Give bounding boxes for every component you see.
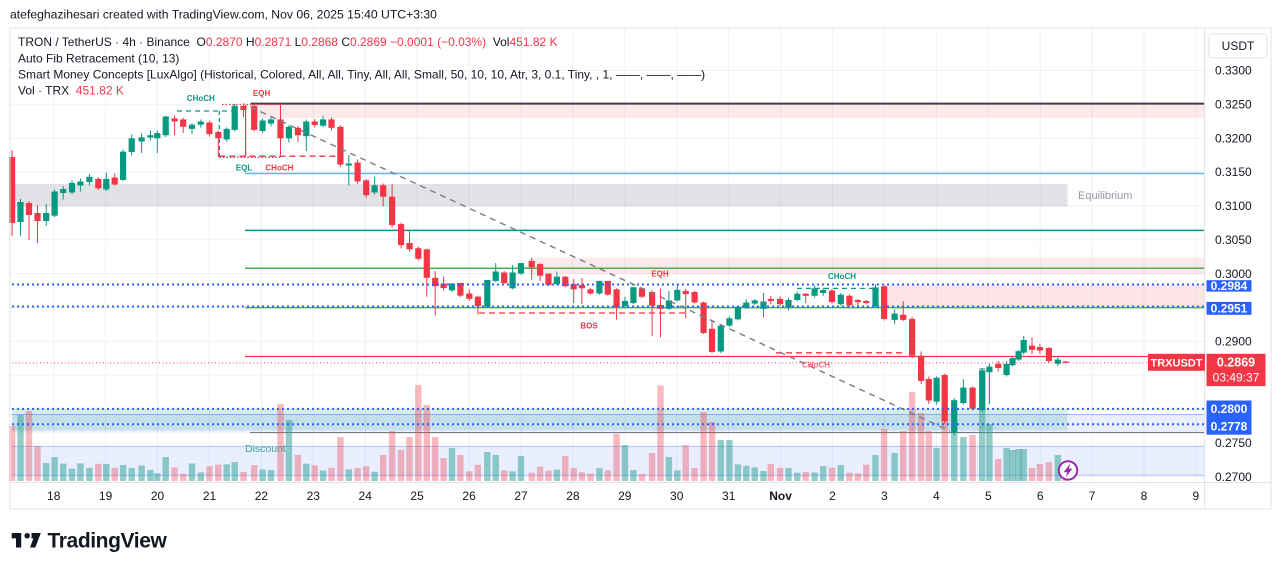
svg-text:EQL: EQL: [236, 164, 253, 173]
svg-text:TRXUSDT: TRXUSDT: [1151, 357, 1203, 369]
svg-text:21: 21: [203, 489, 217, 503]
svg-text:CHoCH: CHoCH: [802, 361, 830, 370]
svg-text:TRON / TetherUS · 4h · Binance: TRON / TetherUS · 4h · Binance O0.2870 H…: [18, 35, 558, 49]
svg-text:0.2778: 0.2778: [1211, 419, 1248, 433]
svg-text:23: 23: [307, 489, 321, 503]
svg-text:0.2700: 0.2700: [1215, 470, 1252, 484]
svg-text:29: 29: [618, 489, 632, 503]
svg-text:CHoCH: CHoCH: [828, 272, 856, 281]
svg-text:0.2900: 0.2900: [1215, 335, 1252, 349]
svg-text:6: 6: [1037, 489, 1044, 503]
svg-text:8: 8: [1141, 489, 1148, 503]
svg-text:0.3200: 0.3200: [1215, 131, 1252, 145]
svg-text:3: 3: [881, 489, 888, 503]
svg-text:0.3300: 0.3300: [1215, 64, 1252, 78]
svg-text:0.2984: 0.2984: [1211, 279, 1248, 293]
svg-text:Smart Money Concepts [LuxAlgo]: Smart Money Concepts [LuxAlgo] (Historic…: [18, 68, 705, 82]
svg-text:18: 18: [47, 489, 61, 503]
svg-text:0.3050: 0.3050: [1215, 233, 1252, 247]
svg-text:EQH: EQH: [651, 270, 669, 279]
svg-text:0.3250: 0.3250: [1215, 98, 1252, 112]
svg-text:0.2869: 0.2869: [1217, 356, 1255, 370]
svg-text:0.3150: 0.3150: [1215, 165, 1252, 179]
svg-text:Equilibrium: Equilibrium: [1078, 190, 1132, 202]
svg-text:31: 31: [722, 489, 736, 503]
svg-text:19: 19: [99, 489, 113, 503]
svg-text:0.2800: 0.2800: [1211, 402, 1248, 416]
svg-text:4: 4: [933, 489, 940, 503]
svg-text:0.2750: 0.2750: [1215, 436, 1252, 450]
svg-text:30: 30: [670, 489, 684, 503]
svg-text:Auto Fib Retracement (10, 13): Auto Fib Retracement (10, 13): [18, 52, 179, 66]
svg-text:CHoCH: CHoCH: [187, 94, 215, 103]
svg-text:27: 27: [514, 489, 528, 503]
svg-text:0.2951: 0.2951: [1211, 302, 1248, 316]
svg-text:TradingView: TradingView: [48, 530, 168, 553]
svg-text:BOS: BOS: [580, 322, 598, 331]
svg-text:2: 2: [829, 489, 836, 503]
svg-text:0.3000: 0.3000: [1215, 267, 1252, 281]
svg-text:24: 24: [359, 489, 373, 503]
svg-text:9: 9: [1193, 489, 1200, 503]
svg-text:03:49:37: 03:49:37: [1213, 371, 1260, 385]
svg-text:EQH: EQH: [253, 89, 271, 98]
svg-text:20: 20: [151, 489, 165, 503]
svg-text:5: 5: [985, 489, 992, 503]
svg-text:Discount: Discount: [245, 443, 286, 455]
svg-text:Vol · TRX 451.82 K: Vol · TRX 451.82 K: [18, 84, 124, 98]
svg-text:25: 25: [410, 489, 424, 503]
svg-text:7: 7: [1089, 489, 1096, 503]
svg-text:0.3100: 0.3100: [1215, 199, 1252, 213]
svg-text:22: 22: [255, 489, 269, 503]
svg-text:USDT: USDT: [1222, 39, 1255, 53]
svg-text:CHoCH: CHoCH: [265, 164, 293, 173]
svg-text:Nov: Nov: [769, 489, 792, 503]
svg-text:26: 26: [462, 489, 476, 503]
svg-text:atefeghazihesari created with: atefeghazihesari created with TradingVie…: [10, 8, 437, 22]
svg-text:28: 28: [566, 489, 580, 503]
